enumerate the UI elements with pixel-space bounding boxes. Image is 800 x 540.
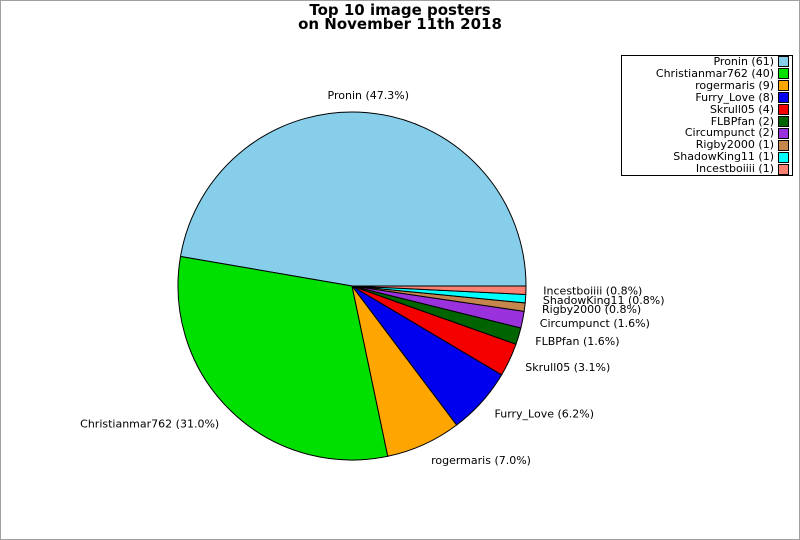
legend-swatch-circumpunct xyxy=(778,127,789,139)
slice-label-flbpfan: FLBPfan (1.6%) xyxy=(535,335,619,348)
legend-item-christianmar762: Christianmar762 (40) xyxy=(622,68,792,80)
chart-title: Top 10 image posters on November 11th 20… xyxy=(1,1,799,33)
legend-swatch-rogermaris xyxy=(778,80,789,92)
slice-label-rogermaris: rogermaris (7.0%) xyxy=(431,454,531,467)
legend-label: Rigby2000 (1) xyxy=(695,138,774,152)
pie-slice-pronin xyxy=(179,111,527,287)
legend-label: rogermaris (9) xyxy=(695,78,774,92)
legend-swatch-furry_love xyxy=(778,92,789,104)
slice-label-rigby2000: Rigby2000 (0.8%) xyxy=(542,303,641,316)
legend-label: Furry_Love (8) xyxy=(695,90,774,104)
legend-item-flbpfan: FLBPfan (2) xyxy=(622,114,792,128)
pie-slice-christianmar762 xyxy=(177,255,389,461)
legend-item-circumpunct: Circumpunct (2) xyxy=(622,127,792,139)
slice-label-skrull05: Skrull05 (3.1%) xyxy=(525,361,610,374)
legend-label: Pronin (61) xyxy=(713,55,774,69)
slice-label-christianmar762: Christianmar762 (31.0%) xyxy=(80,418,219,431)
legend-swatch-christianmar762 xyxy=(778,68,789,80)
legend-label: ShadowKing11 (1) xyxy=(673,150,774,164)
legend-label: Skrull05 (4) xyxy=(709,102,774,116)
chart-title-line1: Top 10 image posters xyxy=(309,1,491,19)
slice-label-pronin: Pronin (47.3%) xyxy=(328,89,409,102)
legend-item-shadowking11: ShadowKing11 (1) xyxy=(622,151,792,163)
slice-label-incestboiiii: Incestboiiii (0.8%) xyxy=(543,285,642,298)
legend-swatch-rigby2000 xyxy=(778,139,789,151)
pie-slice-incestboiiii xyxy=(351,285,527,295)
legend-item-furry_love: Furry_Love (8) xyxy=(622,90,792,104)
legend-label: Incestboiiii (1) xyxy=(695,162,774,176)
legend-swatch-incestboiiii xyxy=(778,163,789,175)
legend-label: FLBPfan (2) xyxy=(710,114,774,128)
legend-item-rogermaris: rogermaris (9) xyxy=(622,78,792,92)
legend-swatch-pronin xyxy=(778,56,789,68)
legend-item-incestboiiii: Incestboiiii (1) xyxy=(622,163,792,175)
slice-label-circumpunct: Circumpunct (1.6%) xyxy=(540,317,650,330)
legend-swatch-flbpfan xyxy=(778,115,789,127)
legend-item-skrull05: Skrull05 (4) xyxy=(622,102,792,116)
legend-label: Circumpunct (2) xyxy=(684,126,774,140)
legend-swatch-shadowking11 xyxy=(778,151,789,163)
slice-label-furry_love: Furry_Love (6.2%) xyxy=(495,408,595,421)
legend-box: Pronin (61) Christianmar762 (40) rogermari… xyxy=(621,55,793,176)
legend-label: Christianmar762 (40) xyxy=(655,66,774,80)
legend-item-rigby2000: Rigby2000 (1) xyxy=(622,139,792,151)
slice-label-shadowking11: ShadowKing11 (0.8%) xyxy=(543,294,665,307)
legend-item-pronin: Pronin (61) xyxy=(622,56,792,68)
legend-swatch-skrull05 xyxy=(778,104,789,116)
chart-title-line2: on November 11th 2018 xyxy=(298,14,502,33)
